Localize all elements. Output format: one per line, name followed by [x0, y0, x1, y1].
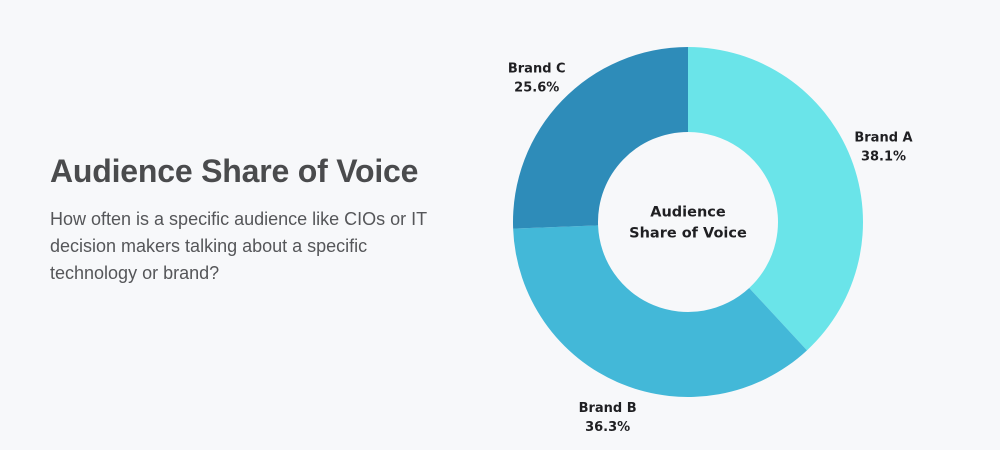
center-label-line: Audience: [650, 205, 726, 221]
slice-labels: Brand A 38.1% Brand B 36.3% Brand C 25.6%: [508, 61, 913, 435]
donut-center-label: Audience Share of Voice: [629, 205, 747, 242]
slice-value-brand-c: 25.6%: [514, 80, 559, 95]
slice-brand-a: [688, 47, 863, 351]
slice-name-brand-a: Brand A: [854, 130, 912, 145]
slice-brand-c: [512, 47, 688, 229]
center-label-line: Share of Voice: [629, 226, 747, 242]
page-description: How often is a specific audience like CI…: [50, 209, 427, 283]
slice-name-brand-b: Brand B: [579, 401, 637, 416]
slice-name-brand-c: Brand C: [508, 61, 566, 76]
slice-brand-b: [513, 225, 807, 398]
donut-slices: [512, 47, 863, 398]
slice-value-brand-b: 36.3%: [585, 420, 630, 435]
text-panel: Audience Share of Voice How often is a s…: [50, 153, 430, 287]
slice-value-brand-a: 38.1%: [861, 149, 906, 164]
page-headline: Audience Share of Voice: [50, 153, 419, 189]
